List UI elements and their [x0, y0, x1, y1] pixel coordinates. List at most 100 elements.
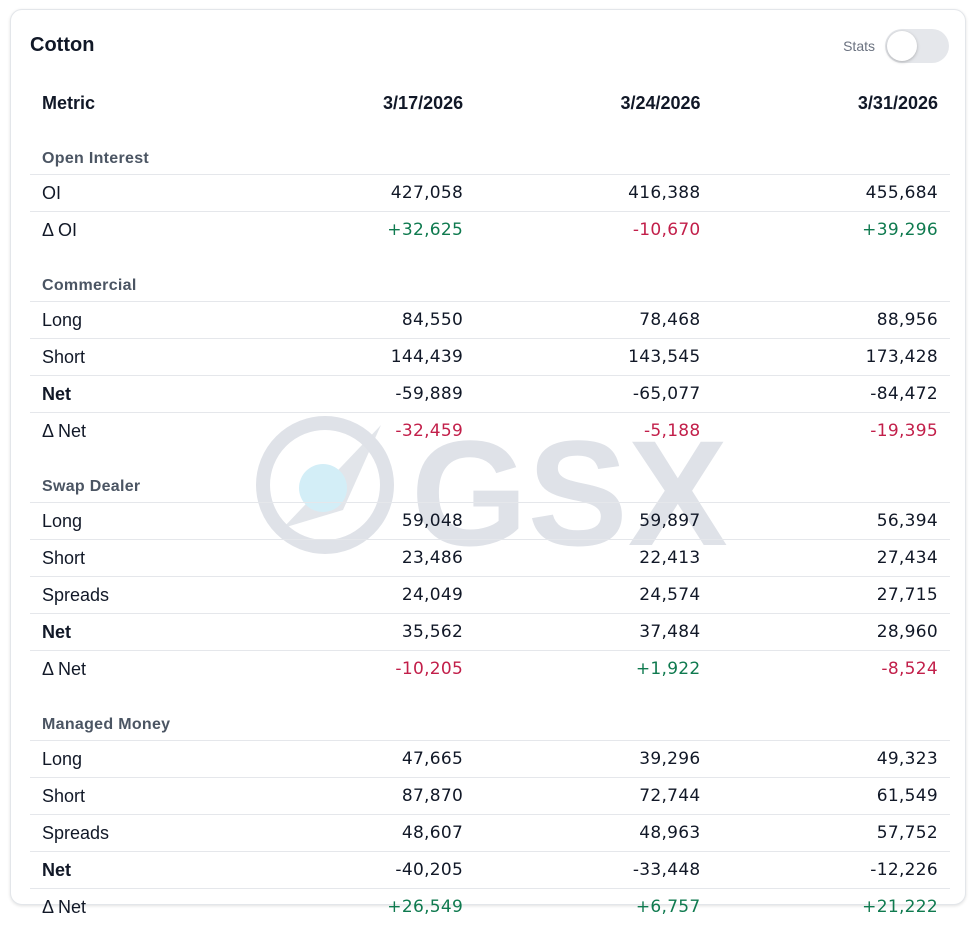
toggle-knob	[887, 31, 917, 61]
section-header-row: Open Interest	[30, 132, 950, 175]
table-cell: 37,484	[475, 614, 712, 651]
table-cell: -40,205	[238, 852, 475, 889]
table-cell: 48,963	[475, 815, 712, 852]
table-cell: 427,058	[238, 175, 475, 212]
col-header-date-2: 3/24/2026	[475, 74, 712, 132]
table-cell: +1,922	[475, 651, 712, 688]
table-cell: 84,550	[238, 302, 475, 339]
table-cell: +21,222	[713, 889, 950, 925]
table-cell: -19,395	[713, 413, 950, 450]
row-label: Δ Net	[30, 413, 238, 450]
row-label: Spreads	[30, 815, 238, 852]
table-cell: -65,077	[475, 376, 712, 413]
row-label: Δ Net	[30, 889, 238, 925]
card-title: Cotton	[30, 34, 94, 57]
table-cell: 27,715	[713, 577, 950, 614]
table-row: Δ Net+26,549+6,757+21,222	[30, 889, 950, 925]
table-cell: -5,188	[475, 413, 712, 450]
row-label: Spreads	[30, 577, 238, 614]
table-cell: 87,870	[238, 778, 475, 815]
table-cell: 56,394	[713, 503, 950, 540]
section-header-row: Managed Money	[30, 687, 950, 741]
table-cell: 39,296	[475, 741, 712, 778]
section-header-row: Commercial	[30, 248, 950, 302]
table-cell: 35,562	[238, 614, 475, 651]
row-label: Δ Net	[30, 651, 238, 688]
cot-card: Cotton Stats GSX Metric 3/17/2026 3/24/2…	[10, 9, 966, 905]
table-cell: 455,684	[713, 175, 950, 212]
table-cell: 28,960	[713, 614, 950, 651]
stats-toggle[interactable]	[885, 29, 949, 63]
table-cell: 24,049	[238, 577, 475, 614]
table-row: Net-59,889-65,077-84,472	[30, 376, 950, 413]
col-header-date-3: 3/31/2026	[713, 74, 950, 132]
section-title: Managed Money	[30, 687, 950, 741]
row-label: Long	[30, 741, 238, 778]
section-title: Open Interest	[30, 132, 950, 175]
table-cell: +39,296	[713, 212, 950, 249]
header-row: Metric 3/17/2026 3/24/2026 3/31/2026	[30, 74, 950, 132]
col-header-metric: Metric	[30, 74, 238, 132]
stats-control: Stats	[843, 29, 949, 63]
table-cell: 173,428	[713, 339, 950, 376]
table-cell: -59,889	[238, 376, 475, 413]
table-cell: -12,226	[713, 852, 950, 889]
table-row: Δ Net-32,459-5,188-19,395	[30, 413, 950, 450]
table-cell: -10,670	[475, 212, 712, 249]
table-cell: +6,757	[475, 889, 712, 925]
table-cell: +32,625	[238, 212, 475, 249]
cot-table: Metric 3/17/2026 3/24/2026 3/31/2026 Ope…	[30, 74, 950, 925]
section-header-row: Swap Dealer	[30, 449, 950, 503]
row-label: Short	[30, 778, 238, 815]
table-cell: 88,956	[713, 302, 950, 339]
table-cell: 72,744	[475, 778, 712, 815]
table-row: Δ OI+32,625-10,670+39,296	[30, 212, 950, 249]
table-cell: 59,897	[475, 503, 712, 540]
table-cell: -8,524	[713, 651, 950, 688]
col-header-date-1: 3/17/2026	[238, 74, 475, 132]
table-cell: 24,574	[475, 577, 712, 614]
table-cell: -84,472	[713, 376, 950, 413]
table-cell: -10,205	[238, 651, 475, 688]
table-cell: 48,607	[238, 815, 475, 852]
table-cell: 49,323	[713, 741, 950, 778]
table-cell: 144,439	[238, 339, 475, 376]
section-title: Swap Dealer	[30, 449, 950, 503]
row-label: Net	[30, 614, 238, 651]
table-cell: 23,486	[238, 540, 475, 577]
section-title: Commercial	[30, 248, 950, 302]
row-label: Δ OI	[30, 212, 238, 249]
row-label: Net	[30, 852, 238, 889]
table-cell: -33,448	[475, 852, 712, 889]
row-label: Short	[30, 540, 238, 577]
table-cell: -32,459	[238, 413, 475, 450]
stats-label: Stats	[843, 38, 875, 54]
table-cell: 57,752	[713, 815, 950, 852]
row-label: Net	[30, 376, 238, 413]
table-cell: 78,468	[475, 302, 712, 339]
row-label: Long	[30, 503, 238, 540]
table-cell: 27,434	[713, 540, 950, 577]
table-row: Δ Net-10,205+1,922-8,524	[30, 651, 950, 688]
row-label: Long	[30, 302, 238, 339]
table-cell: 59,048	[238, 503, 475, 540]
table-cell: 47,665	[238, 741, 475, 778]
table-row: Net-40,205-33,448-12,226	[30, 852, 950, 889]
table-cell: 61,549	[713, 778, 950, 815]
table-cell: 22,413	[475, 540, 712, 577]
table-cell: 143,545	[475, 339, 712, 376]
table-cell: 416,388	[475, 175, 712, 212]
row-label: OI	[30, 175, 238, 212]
table-cell: +26,549	[238, 889, 475, 925]
